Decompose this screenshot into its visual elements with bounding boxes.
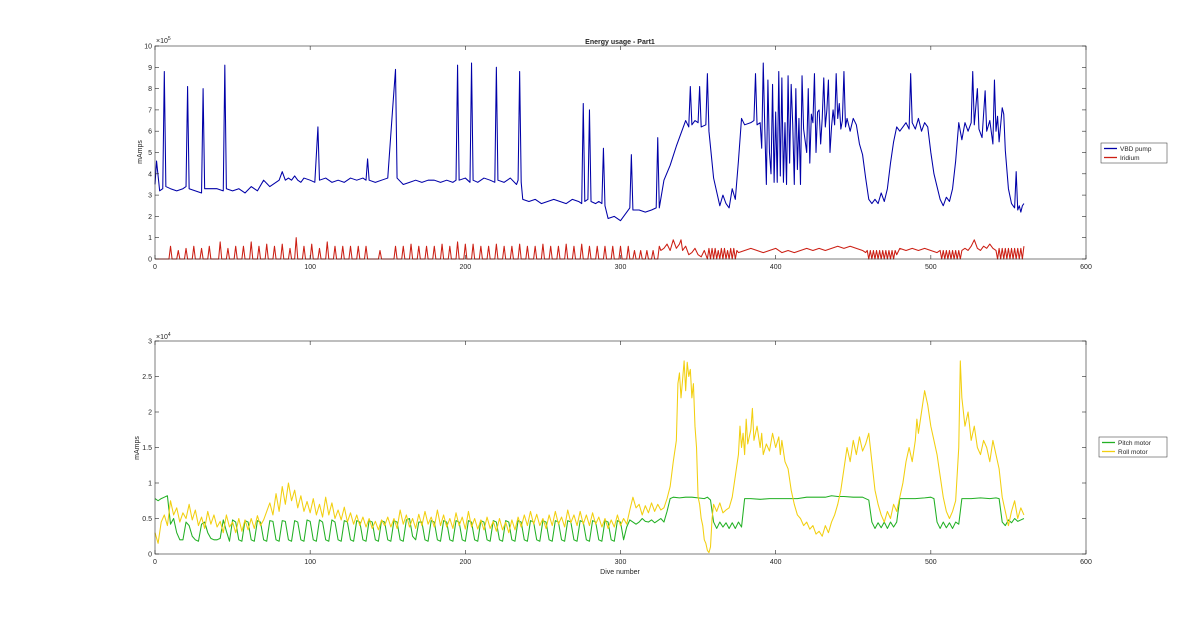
bottom-y-tick-label-1-5: 1.5 <box>142 445 152 452</box>
bottom-legend-box <box>1098 436 1168 458</box>
top-y-tick-label-10: 10 <box>144 44 152 51</box>
top-x-tick-label-600: 600 <box>1080 264 1092 271</box>
bottom-y-exponent-base: ×10 <box>156 334 168 341</box>
top-x-tick-label-300: 300 <box>615 264 627 271</box>
bottom-legend: Pitch motor Roll motor <box>1098 436 1168 458</box>
top-x-tick-label-100: 100 <box>304 264 316 271</box>
bottom-x-tick-label-0: 0 <box>153 559 157 566</box>
bottom-y-tick-label-1: 1 <box>148 481 152 488</box>
bottom-x-tick-label-300: 300 <box>615 559 627 566</box>
top-y-tick-label-5: 5 <box>148 150 152 157</box>
bottom-y-exponent: ×104 <box>156 332 171 341</box>
bottom-y-axis-label: mAmps <box>134 436 141 460</box>
bottom-y-tick-label-0-5: 0.5 <box>142 516 152 523</box>
top-y-tick-label-1: 1 <box>148 235 152 242</box>
bottom-axes: 0 100 200 300 400 500 600 0 0.5 1 1.5 2 2.5 3 Dive n… <box>134 332 1092 576</box>
top-y-exponent: ×105 <box>156 36 171 45</box>
top-y-exponent-power: 5 <box>168 36 171 42</box>
top-y-tick-label-0: 0 <box>148 257 152 264</box>
top-x-tick-label-200: 200 <box>459 264 471 271</box>
bottom-y-tick-label-0: 0 <box>148 552 152 559</box>
bottom-y-tick-label-3: 3 <box>148 339 152 346</box>
bottom-x-tick-label-400: 400 <box>770 559 782 566</box>
bottom-y-tick-label-2-5: 2.5 <box>142 374 152 381</box>
bottom-x-tick-label-600: 600 <box>1080 559 1092 566</box>
bottom-y-exponent-power: 4 <box>168 332 171 338</box>
series-line-vbd-pump <box>154 62 1025 222</box>
bottom-y-ticks: 0 0.5 1 1.5 2 2.5 3 <box>142 339 1086 559</box>
legend-label-iridium: Iridium <box>1120 155 1140 162</box>
bottom-y-tick-label-2: 2 <box>148 410 152 417</box>
bottom-x-ticks: 0 100 200 300 400 500 600 <box>153 341 1092 566</box>
top-y-tick-label-8: 8 <box>148 86 152 93</box>
top-y-tick-label-3: 3 <box>148 193 152 200</box>
bottom-x-tick-label-200: 200 <box>459 559 471 566</box>
top-y-ticks: 0 1 2 3 4 5 6 7 8 9 10 <box>144 44 1086 264</box>
bottom-x-tick-label-500: 500 <box>925 559 937 566</box>
series-line-roll-motor <box>154 360 1025 554</box>
top-y-tick-label-6: 6 <box>148 129 152 136</box>
top-legend-box <box>1100 142 1168 164</box>
series-line-pitch-motor <box>154 495 1025 542</box>
top-y-axis-label: mAmps <box>137 140 144 164</box>
top-x-tick-label-500: 500 <box>925 264 937 271</box>
top-axes: 0 100 200 300 400 500 600 0 1 2 3 4 5 6 7 8 9 10 Energy … <box>137 36 1092 271</box>
legend-label-pitch-motor: Pitch motor <box>1118 440 1152 447</box>
top-chart-title: Energy usage - Part1 <box>585 39 655 46</box>
top-y-exponent-base: ×10 <box>156 38 168 45</box>
bottom-x-axis-label: Dive number <box>600 569 640 576</box>
top-y-tick-label-4: 4 <box>148 171 152 178</box>
legend-label-vbd-pump: VBD pump <box>1120 146 1152 153</box>
top-y-tick-label-7: 7 <box>148 107 152 114</box>
top-legend: VBD pump Iridium <box>1100 142 1168 164</box>
bottom-series-layer <box>154 360 1025 554</box>
top-x-tick-label-0: 0 <box>153 264 157 271</box>
top-y-tick-label-2: 2 <box>148 214 152 221</box>
top-y-tick-label-9: 9 <box>148 65 152 72</box>
top-x-tick-label-400: 400 <box>770 264 782 271</box>
bottom-x-tick-label-100: 100 <box>304 559 316 566</box>
legend-label-roll-motor: Roll motor <box>1118 449 1148 456</box>
top-x-ticks: 0 100 200 300 400 500 600 <box>153 46 1092 271</box>
